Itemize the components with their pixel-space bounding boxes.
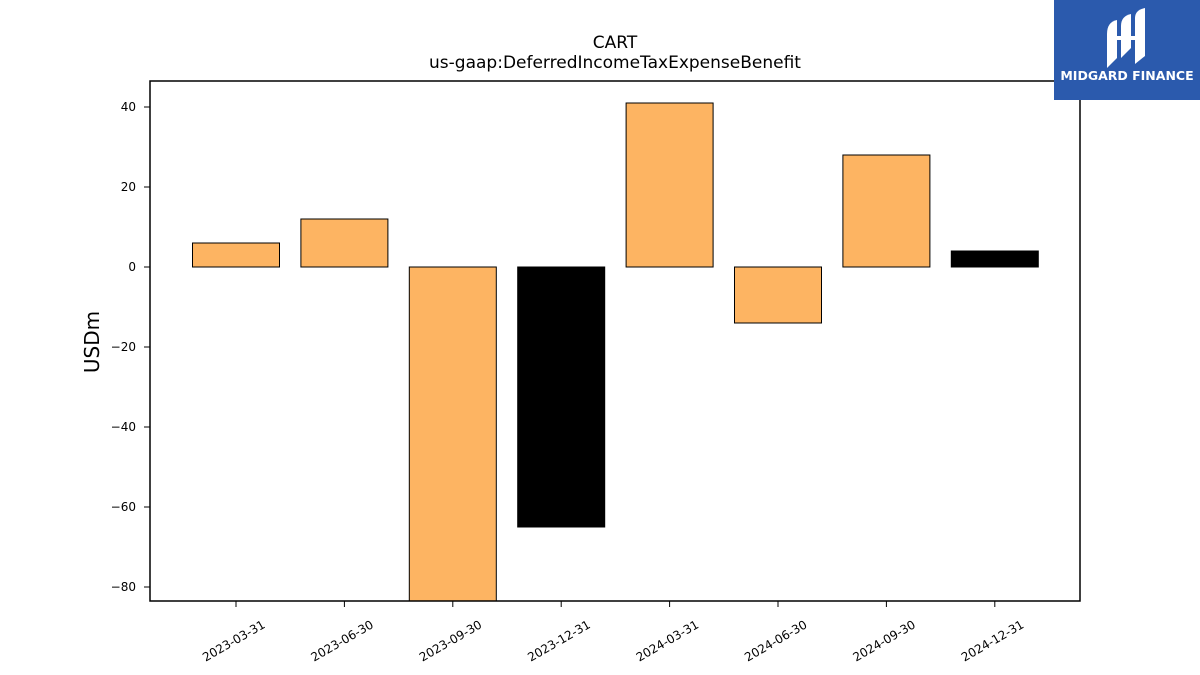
y-tick-label: 20	[121, 180, 136, 194]
x-tick-label: 2023-09-30	[417, 617, 484, 664]
y-tick-label: 40	[121, 100, 136, 114]
bar-2024-12-31	[950, 250, 1039, 268]
y-tick-label: 0	[128, 260, 136, 274]
y-tick-label: −60	[111, 500, 136, 514]
x-tick-label: 2024-12-31	[959, 617, 1026, 664]
x-tick-label: 2023-03-31	[200, 617, 267, 664]
x-tick-label: 2024-06-30	[742, 617, 809, 664]
bar-2024-09-30	[842, 154, 931, 268]
x-tick-label: 2024-09-30	[850, 617, 917, 664]
brand-name: MIDGARD FINANCE	[1060, 68, 1194, 83]
chart-title: CART	[593, 33, 638, 53]
bar-2023-06-30	[300, 218, 389, 268]
brand-logo: MIDGARD FINANCE	[1054, 0, 1200, 100]
chart-subtitle: us-gaap:DeferredIncomeTaxExpenseBenefit	[429, 53, 801, 73]
midgard-logo-icon	[1107, 8, 1145, 68]
y-axis-label: USDm	[80, 311, 104, 373]
y-tick-label: −40	[111, 420, 136, 434]
x-tick-label: 2023-06-30	[308, 617, 375, 664]
bar-2023-03-31	[192, 242, 280, 268]
x-tick-label: 2023-12-31	[525, 617, 592, 664]
bar-2023-09-30	[408, 266, 497, 602]
y-tick-label: −20	[111, 340, 136, 354]
plot-frame	[149, 80, 1081, 602]
x-tick-label: 2024-03-31	[634, 617, 701, 664]
y-tick-label: −80	[111, 580, 136, 594]
bar-2024-03-31	[625, 102, 714, 268]
bar-2023-12-31	[517, 266, 606, 528]
bar-2024-06-30	[734, 266, 822, 324]
